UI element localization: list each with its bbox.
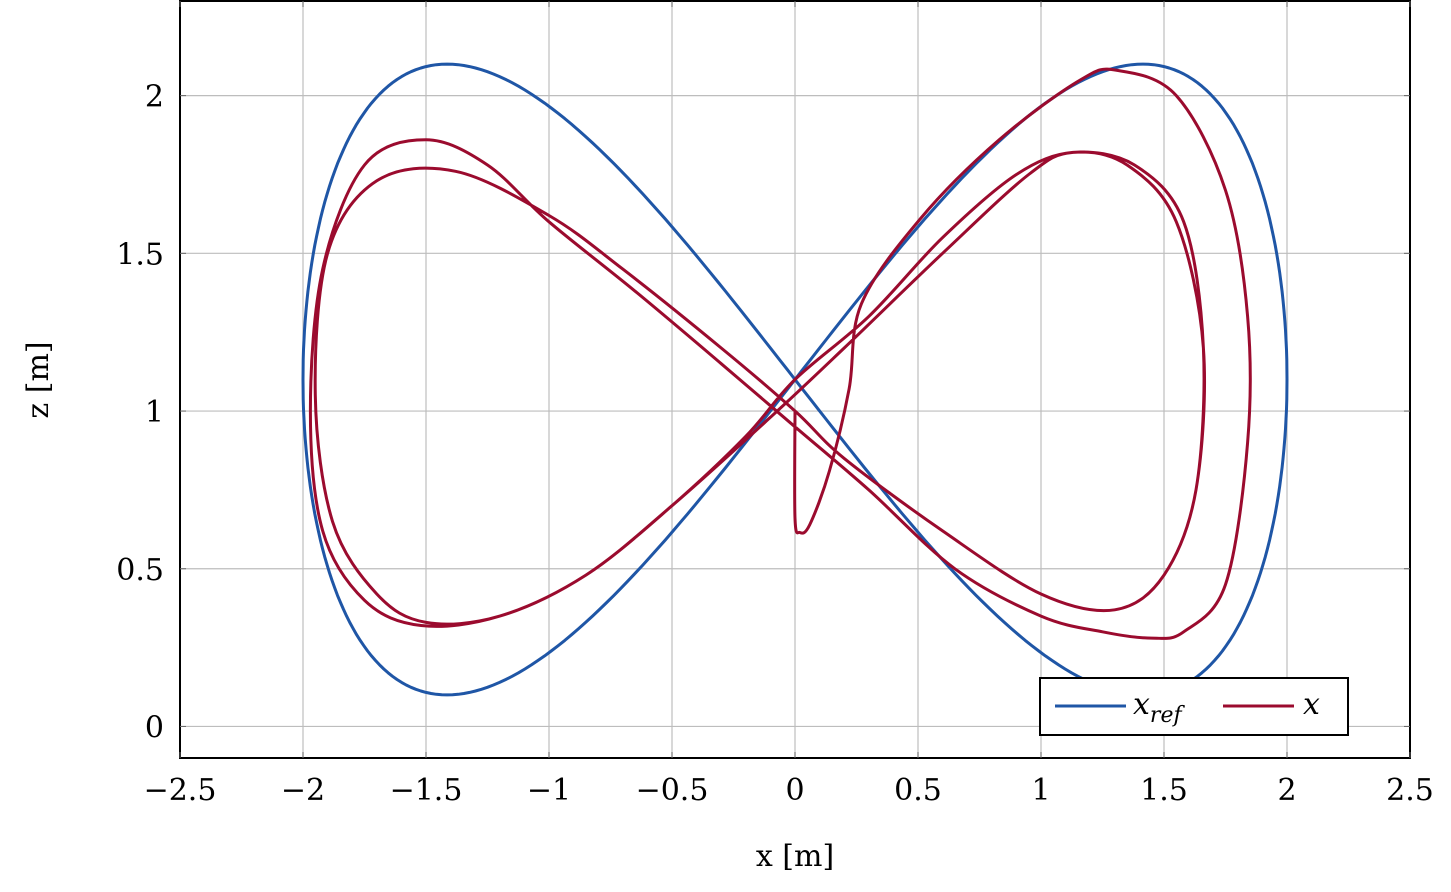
x-tick-label: −1.5 [390, 773, 463, 808]
x-tick-label: −2.5 [144, 773, 217, 808]
actual-trajectory-line [308, 67, 1252, 640]
legend-label-actual: x [1303, 687, 1320, 722]
y-tick-label: 1 [145, 395, 164, 430]
y-axis-label: z [m] [21, 341, 56, 418]
x-tick-label: 0.5 [894, 773, 942, 808]
y-tick-label: 2 [145, 80, 164, 115]
axis-ticks [179, 1, 1411, 758]
y-tick-label: 0.5 [116, 553, 164, 588]
legend: xref x [1039, 677, 1349, 736]
y-tick-label: 1.5 [116, 237, 164, 272]
legend-label-reference: xref [1133, 687, 1185, 728]
x-tick-label: −2 [281, 773, 325, 808]
x-tick-label: 0 [785, 773, 804, 808]
x-axis-label: x [m] [756, 839, 834, 874]
plot-curves [301, 62, 1289, 697]
y-tick-label: 0 [145, 710, 164, 745]
x-tick-label: 1.5 [1140, 773, 1188, 808]
x-tick-label: 2.5 [1386, 773, 1434, 808]
x-tick-labels: −2.5 −2 −1.5 −1 −0.5 0 0.5 1 1.5 2 2.5 [144, 773, 1434, 808]
x-tick-label: −0.5 [636, 773, 709, 808]
x-tick-label: 1 [1031, 773, 1050, 808]
x-tick-label: −1 [527, 773, 571, 808]
y-tick-labels: 0 0.5 1 1.5 2 [116, 80, 164, 746]
x-tick-label: 2 [1277, 773, 1296, 808]
